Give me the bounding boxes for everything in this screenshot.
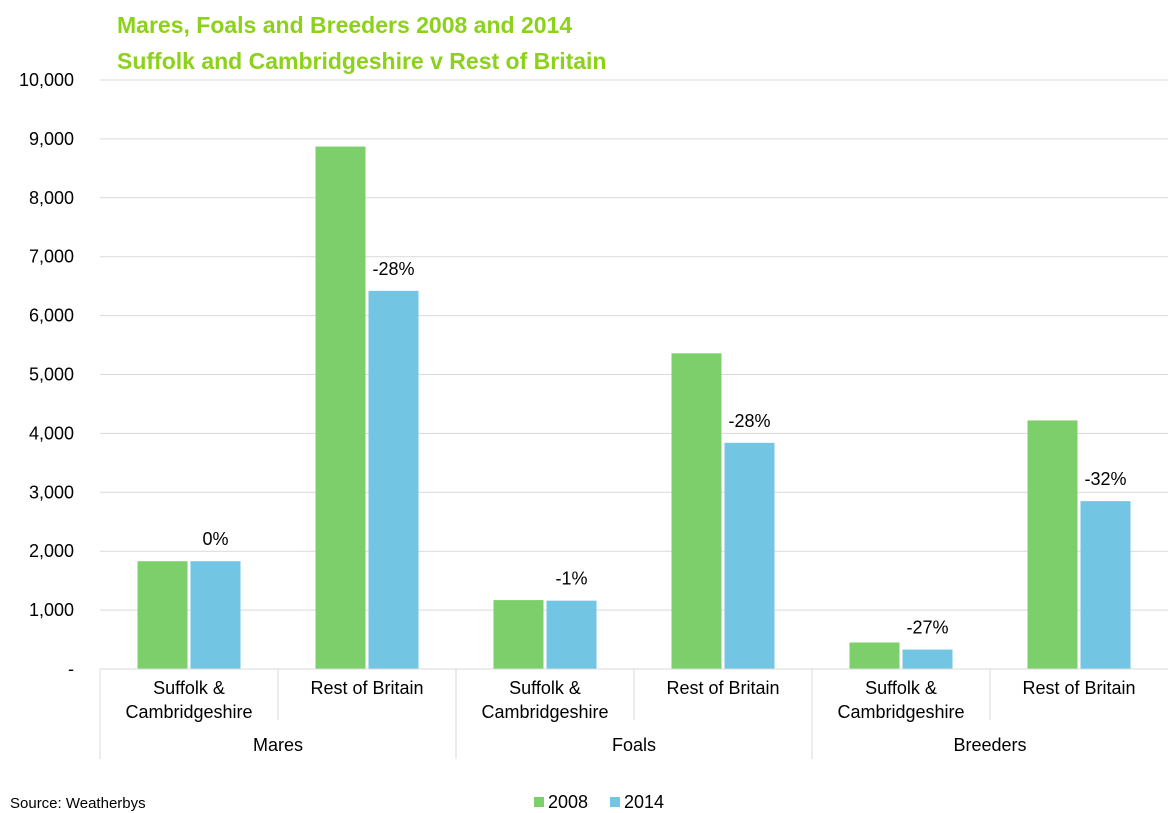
data-labels: 0% -28% -1% -28% -27% -32%: [202, 259, 1126, 638]
data-label: -27%: [906, 618, 948, 638]
y-axis-tick-labels: - 1,000 2,000 3,000 4,000 5,000 6,000 7,000 8,00…: [19, 70, 74, 679]
y-tick-label: 6,000: [29, 306, 74, 326]
y-tick-label: 4,000: [29, 423, 74, 443]
y-tick-label: 9,000: [29, 129, 74, 149]
legend: 2008 2014: [534, 792, 664, 812]
source-note: Source: Weatherbys: [10, 795, 146, 812]
group-label: Mares: [253, 735, 303, 755]
group-label: Breeders: [953, 735, 1026, 755]
category-label: Cambridgeshire: [837, 702, 964, 722]
y-tick-label: 3,000: [29, 482, 74, 502]
data-label: -28%: [372, 259, 414, 279]
category-label: Cambridgeshire: [481, 702, 608, 722]
bar-2014: [1080, 501, 1131, 669]
chart-subtitle: Suffolk and Cambridgeshire v Rest of Bri…: [117, 48, 606, 74]
y-tick-label: 5,000: [29, 365, 74, 385]
bar-2014: [902, 649, 953, 669]
y-tick-label: 2,000: [29, 541, 74, 561]
category-label: Rest of Britain: [310, 678, 423, 698]
data-label: 0%: [202, 529, 228, 549]
chart-title: Mares, Foals and Breeders 2008 and 2014: [117, 12, 572, 38]
data-label: -1%: [555, 569, 587, 589]
bar-2008: [315, 146, 366, 669]
category-label: Suffolk &: [865, 678, 937, 698]
data-label: -28%: [728, 411, 770, 431]
y-tick-label: 7,000: [29, 247, 74, 267]
gridlines: [100, 79, 1168, 611]
bar-2008: [493, 600, 544, 669]
bar-2014: [190, 561, 241, 669]
y-tick-label: -: [68, 659, 74, 679]
bar-2008: [849, 642, 900, 669]
data-label: -32%: [1084, 469, 1126, 489]
y-tick-label: 10,000: [19, 70, 74, 90]
legend-swatch-2014: [610, 797, 620, 807]
category-label: Suffolk &: [153, 678, 225, 698]
bar-2008: [671, 353, 722, 669]
legend-label: 2008: [548, 792, 588, 812]
x-axis: Suffolk & Cambridgeshire Rest of Britain Su…: [99, 668, 1168, 759]
legend-label: 2014: [624, 792, 664, 812]
category-label: Rest of Britain: [666, 678, 779, 698]
bar-2008: [1027, 420, 1078, 669]
group-label: Foals: [612, 735, 656, 755]
category-label: Rest of Britain: [1022, 678, 1135, 698]
category-label: Suffolk &: [509, 678, 581, 698]
y-tick-label: 1,000: [29, 600, 74, 620]
bar-2008: [137, 561, 188, 669]
bar-2014: [368, 290, 419, 669]
y-tick-label: 8,000: [29, 188, 74, 208]
legend-swatch-2008: [534, 797, 544, 807]
category-label: Cambridgeshire: [125, 702, 252, 722]
bar-2014: [724, 442, 775, 669]
bars: [137, 146, 1131, 669]
bar-2014: [546, 600, 597, 669]
